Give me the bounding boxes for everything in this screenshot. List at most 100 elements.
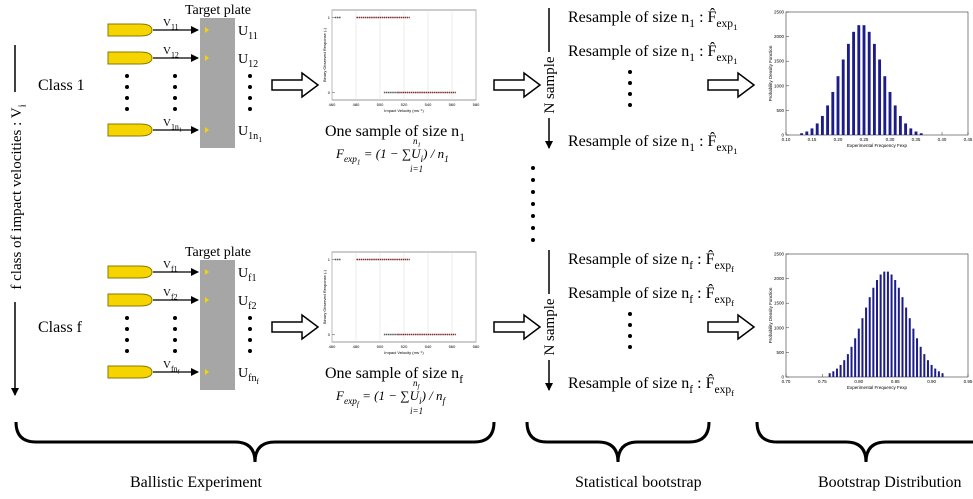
y-axis-label: Binary Observed Response (-) bbox=[322, 269, 327, 324]
dot bbox=[248, 349, 252, 353]
dot bbox=[628, 334, 632, 338]
x-tick-label: 460 bbox=[329, 344, 336, 349]
dot bbox=[173, 349, 177, 353]
sample-label-part: One sample of size n bbox=[325, 365, 459, 382]
target-label: Target plate bbox=[185, 3, 251, 18]
flow-arrow bbox=[272, 315, 318, 339]
bullet bbox=[108, 366, 152, 378]
histogram-bar bbox=[847, 44, 850, 135]
velocity-label-part: V bbox=[163, 259, 171, 271]
resample-label-part: : bbox=[695, 9, 707, 26]
x-tick-label: 0.95 bbox=[964, 379, 973, 384]
dot bbox=[248, 107, 252, 111]
bullet bbox=[108, 294, 152, 306]
velocity-label-part: V bbox=[163, 359, 171, 371]
resample-label-part: exp bbox=[715, 294, 732, 306]
dot bbox=[125, 338, 129, 342]
dot bbox=[173, 327, 177, 331]
dot bbox=[173, 316, 177, 320]
dot bbox=[173, 338, 177, 342]
histogram-bar bbox=[880, 275, 882, 377]
y-tick-label: 2000 bbox=[774, 34, 785, 39]
resample-label-part: exp bbox=[715, 260, 732, 272]
resample-label-part: : bbox=[693, 251, 705, 268]
response-label-part: f bbox=[257, 377, 260, 386]
histogram-bar bbox=[826, 105, 829, 135]
y-tick-label: 0 bbox=[328, 332, 331, 337]
resample-label-part: f bbox=[731, 264, 734, 274]
resample-label-part: : bbox=[695, 133, 707, 150]
velocity-label: V12 bbox=[163, 45, 179, 59]
dot bbox=[628, 345, 632, 349]
resample-label-part: : bbox=[693, 375, 705, 392]
y-tick-label: 1000 bbox=[774, 83, 785, 88]
formula-part: exp bbox=[344, 155, 357, 165]
x-tick-label: 480 bbox=[353, 344, 360, 349]
histogram-bar bbox=[863, 25, 866, 135]
dot bbox=[125, 85, 129, 89]
response-label-part: 1 bbox=[258, 135, 262, 144]
histogram-bar bbox=[836, 369, 838, 377]
histogram-bar bbox=[883, 272, 885, 377]
histogram-bar bbox=[873, 44, 876, 135]
resample-label-part: exp bbox=[716, 18, 733, 30]
y-tick-label: 2500 bbox=[774, 252, 785, 257]
response-label: U1n1 bbox=[238, 124, 262, 144]
histogram-bar bbox=[842, 59, 845, 135]
x-tick-label: 0.75 bbox=[818, 379, 827, 384]
formula-lower: i=1 bbox=[410, 406, 423, 416]
resample-label-part: F̂ bbox=[706, 283, 715, 302]
histogram-bar bbox=[894, 105, 897, 135]
x-tick-label: 560 bbox=[449, 344, 456, 349]
sample-label-part: f bbox=[459, 374, 463, 386]
histogram-bar bbox=[909, 128, 912, 135]
target-label: Target plate bbox=[185, 245, 251, 260]
histogram-bar bbox=[852, 32, 855, 135]
response-label-part: f2 bbox=[248, 301, 256, 312]
axis-label-part: f class of impact velocities : V bbox=[9, 107, 25, 289]
x-tick-label: 0.20 bbox=[834, 137, 843, 142]
histogram-bar bbox=[915, 132, 918, 135]
x-tick-label: 460 bbox=[329, 102, 336, 107]
formula-lower-part: i=1 bbox=[410, 406, 423, 416]
histogram-bar bbox=[934, 369, 936, 377]
x-tick-label: 560 bbox=[449, 102, 456, 107]
histogram-bar bbox=[887, 272, 889, 377]
x-axis-label: Experimental Frequency Fexp bbox=[847, 385, 908, 390]
diagram: f class of impact velocities : ViBallist… bbox=[0, 0, 973, 499]
histogram-bar bbox=[898, 288, 900, 377]
x-tick-label: 0.30 bbox=[886, 137, 895, 142]
histogram-bar bbox=[904, 123, 907, 135]
x-tick-label: 0.35 bbox=[912, 137, 921, 142]
histogram-bar bbox=[923, 354, 925, 377]
bullet bbox=[108, 124, 152, 136]
response-label-part: U bbox=[238, 294, 248, 309]
dot bbox=[125, 96, 129, 100]
resample-label: Resample of size n1 : F̂exp1 bbox=[568, 7, 737, 32]
resample-label-part: exp bbox=[716, 142, 733, 154]
resample-label-part: F̂ bbox=[708, 131, 717, 150]
response-label-part: 1n bbox=[248, 131, 258, 142]
stage-label: Bootstrap Distribution bbox=[818, 474, 962, 491]
velocity-label: Vf1 bbox=[163, 259, 178, 273]
response-label-part: fn bbox=[248, 373, 256, 384]
y-tick-label: 1000 bbox=[774, 325, 785, 330]
flow-arrow bbox=[494, 315, 540, 339]
resample-label-part: : bbox=[693, 285, 705, 302]
formula-part: f bbox=[443, 396, 447, 407]
resample-label-part: Resample of size n bbox=[568, 43, 689, 60]
resample-label-part: Resample of size n bbox=[568, 375, 689, 392]
resample-label-part: F̂ bbox=[706, 249, 715, 268]
histogram-bar bbox=[927, 360, 929, 377]
flow-arrow bbox=[272, 73, 318, 97]
histogram-bar bbox=[891, 275, 893, 377]
histogram-bar bbox=[889, 92, 892, 135]
y-tick-label: 2500 bbox=[774, 10, 785, 15]
resample-label: Resample of size nf : F̂expf bbox=[568, 373, 734, 398]
resample-label-part: Resample of size n bbox=[568, 133, 689, 150]
resample-label-part: F̂ bbox=[706, 373, 715, 392]
x-tick-label: 540 bbox=[425, 344, 432, 349]
velocity-label-part: V bbox=[163, 17, 171, 29]
formula-part: exp bbox=[344, 397, 357, 407]
x-tick-label: 0.15 bbox=[808, 137, 817, 142]
